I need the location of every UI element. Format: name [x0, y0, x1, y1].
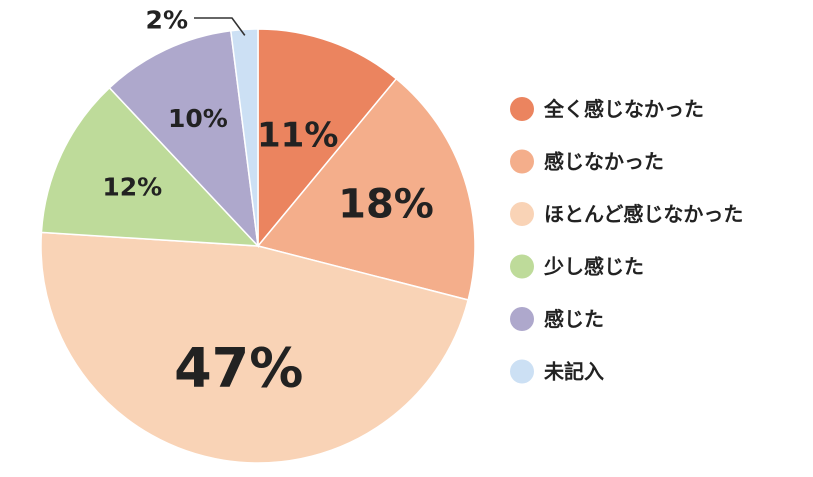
- slice-value-label: 2%: [146, 6, 188, 35]
- legend-item: ほとんど感じなかった: [510, 202, 743, 226]
- pie-slice-2: [256, 77, 476, 301]
- pie-slice-6: [229, 28, 259, 247]
- pie-value-labels: 11%18% 47% 12% 10% 2%: [102, 6, 433, 400]
- pie-slice-1: [257, 28, 398, 249]
- pie-slice-4: [40, 86, 260, 247]
- legend-item: 全く感じなかった: [510, 97, 704, 121]
- slice-value-label: 12%: [102, 172, 162, 201]
- legend-item: 感じなかった: [510, 149, 664, 174]
- legend-label: 感じた: [544, 307, 604, 331]
- legend-swatch: [510, 254, 534, 279]
- legend-label: ほとんど感じなかった: [544, 202, 743, 226]
- slice-value-label: 18%: [338, 181, 434, 227]
- legend-label: 少し感じた: [543, 255, 644, 279]
- legend-swatch: [510, 359, 534, 384]
- legend-swatch: [510, 97, 534, 121]
- legend-label: 全く感じなかった: [543, 97, 704, 121]
- legend-swatch: [510, 202, 534, 226]
- slice-value-label: 11%: [257, 116, 338, 156]
- legend-label: 感じなかった: [544, 150, 664, 174]
- pie-slices: [40, 28, 476, 464]
- legend-swatch: [510, 149, 534, 174]
- slice-value-label: 10%: [168, 104, 228, 133]
- pie-slice-5: [108, 29, 260, 249]
- legend-item: 未記入: [510, 359, 604, 384]
- legend-label: 未記入: [544, 360, 604, 384]
- leader-line: [194, 17, 246, 36]
- legend-item: 感じた: [510, 307, 604, 331]
- legend-swatch: [510, 307, 534, 331]
- pie-slice-3: [40, 231, 470, 464]
- slice-value-label: 47%: [174, 337, 303, 400]
- legend-item: 少し感じた: [510, 254, 644, 279]
